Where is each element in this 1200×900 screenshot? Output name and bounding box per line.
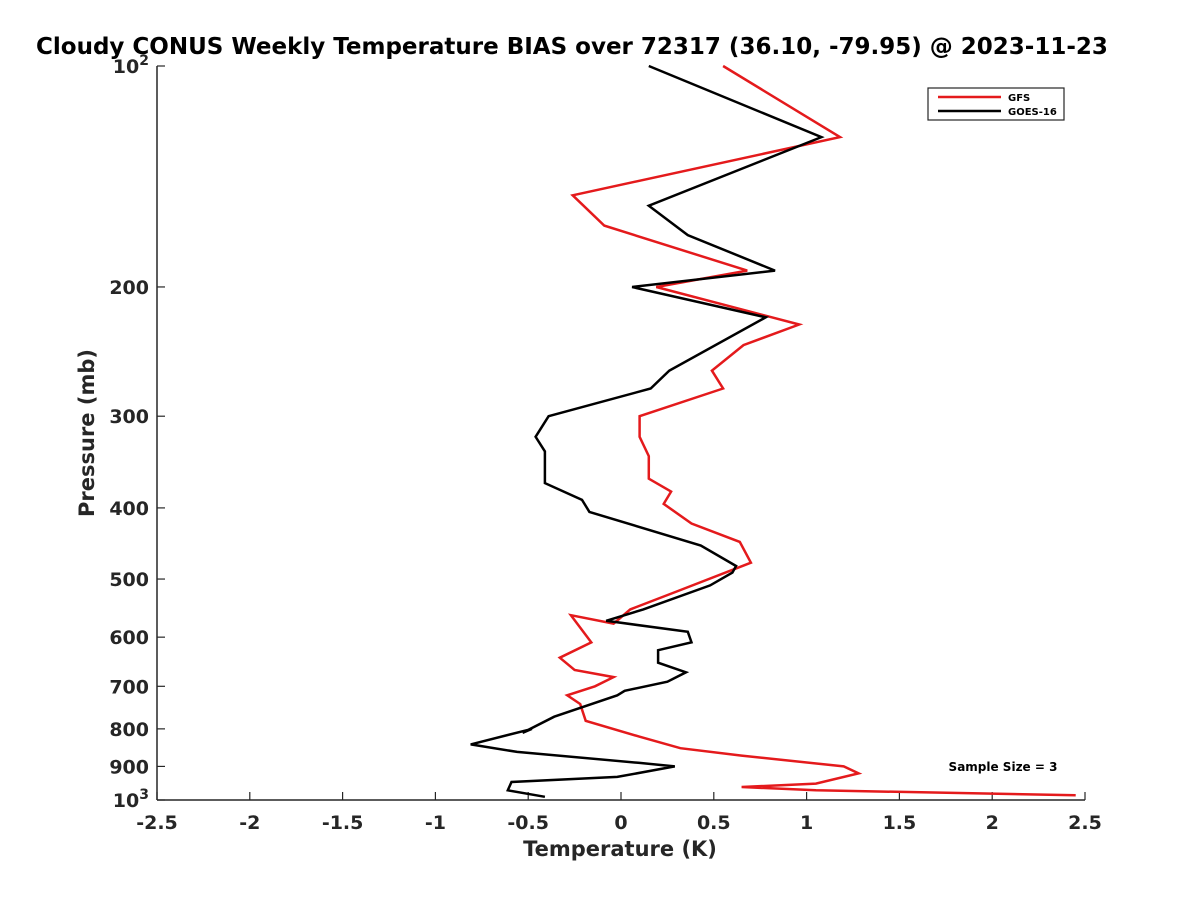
x-tick-label: -2.5: [136, 812, 178, 834]
y-axis-label: Pressure (mb): [75, 349, 99, 517]
y-tick-label: 102: [113, 53, 149, 78]
y-tick-label: 400: [109, 498, 149, 520]
y-tick-label: 600: [109, 627, 149, 649]
y-tick-label: 103: [113, 787, 149, 812]
y-tick-label: 800: [109, 719, 149, 741]
y-tick-label: 200: [109, 277, 149, 299]
x-tick-label: -1.5: [322, 812, 364, 834]
plot-area: -2.5 -2 -1.5 -1 -0.5 0 0.5 1 1.5 2 2.5 102 200 300 400…: [109, 53, 1102, 834]
legend-label-goes-16: GOES-16: [1008, 107, 1057, 118]
x-tick-label: 1: [800, 812, 813, 834]
x-tick-label: 1.5: [883, 812, 917, 834]
series-line-gfs: [560, 66, 1076, 795]
y-tick-label: 700: [109, 676, 149, 698]
x-tick-label: -1: [425, 812, 446, 834]
x-tick-label: 0.5: [697, 812, 731, 834]
legend-label-gfs: GFS: [1008, 93, 1030, 104]
x-tick-label: -0.5: [507, 812, 549, 834]
x-tick-label: -2: [239, 812, 260, 834]
x-axis-label: Temperature (K): [523, 837, 717, 861]
legend: GFS GOES-16: [928, 88, 1064, 120]
x-tick-label: 2.5: [1068, 812, 1102, 834]
sample-size-annotation: Sample Size = 3: [949, 760, 1058, 774]
y-tick-label: 300: [109, 406, 149, 428]
y-tick-label: 900: [109, 756, 149, 778]
x-tick-label: 2: [986, 812, 999, 834]
x-tick-label: 0: [614, 812, 627, 834]
y-tick-label: 500: [109, 569, 149, 591]
series-line-goes-16: [471, 66, 822, 797]
chart-title: Cloudy CONUS Weekly Temperature BIAS ove…: [36, 34, 1108, 60]
